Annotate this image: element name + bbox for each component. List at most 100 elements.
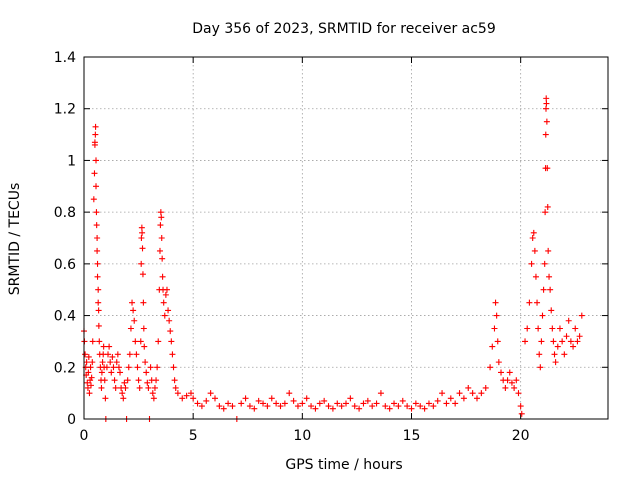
data-point [212,395,218,402]
data-point [162,291,169,298]
data-point [563,333,570,340]
data-point [308,403,315,410]
data-point [165,307,172,314]
data-point [154,364,161,371]
data-point [101,377,108,384]
data-point [98,369,105,376]
grid-lines [84,57,608,419]
data-point [157,222,164,229]
data-point [506,369,513,376]
data-point [96,338,103,345]
data-point [356,405,363,412]
data-point [91,141,98,148]
data-point [121,379,128,386]
data-point [89,338,96,345]
data-point [117,369,124,376]
data-point [88,374,95,381]
data-point [94,247,101,254]
data-point [551,351,558,358]
data-point [561,351,568,358]
y-tick-label: 1 [67,153,76,169]
y-axis-label: SRMTID / TECUs [7,183,23,296]
data-point [155,338,162,345]
chart-title: Day 356 of 2023, SRMTID for receiver ac5… [192,21,496,37]
data-point [85,369,92,376]
data-point [160,299,167,306]
data-point [316,400,323,407]
data-point [443,400,450,407]
data-point [321,397,328,404]
data-point [530,229,537,236]
data-point [417,403,424,410]
data-point [139,229,146,236]
data-point [95,307,102,314]
data-point [187,390,194,397]
data-point [513,377,520,384]
data-point [110,364,117,371]
data-point [494,338,501,345]
data-point [535,325,542,332]
data-point [158,214,165,221]
data-point [574,338,581,345]
data-point [546,273,553,280]
data-point [94,260,101,267]
data-point [93,222,100,229]
x-tick-label: 15 [403,428,421,444]
data-point [369,403,376,410]
data-point [238,400,245,407]
data-point [576,333,583,340]
data-point [143,369,150,376]
data-point [92,123,99,130]
data-point [434,397,441,404]
data-point [115,364,122,371]
data-point [172,384,179,391]
data-point [543,118,550,125]
data-point [122,384,129,391]
data-point [100,343,107,350]
data-point [447,395,454,402]
data-point [95,286,102,293]
data-point [129,299,136,306]
data-point [531,247,538,254]
data-point [508,379,515,386]
data-point [491,325,498,332]
data-point [145,384,152,391]
data-point [157,209,164,216]
data-point [395,403,402,410]
data-point [84,384,91,391]
data-points [81,95,585,422]
data-point [425,400,432,407]
data-point [138,260,145,267]
data-point [498,369,505,376]
data-point [260,400,267,407]
data-point [103,364,110,371]
data-point [382,403,389,410]
data-point [303,395,310,402]
data-point [504,377,511,384]
data-point [93,157,100,164]
data-point [386,405,393,412]
data-point [377,390,384,397]
data-point [171,377,178,384]
data-point [325,403,332,410]
data-point [538,338,545,345]
data-point [95,299,102,306]
data-point [273,400,280,407]
data-point [98,384,105,391]
data-point [86,390,93,397]
data-point [124,377,131,384]
data-point [179,395,186,402]
y-tick-label: 0.6 [54,257,76,273]
data-point [94,235,101,241]
data-point [277,403,284,410]
data-point [203,397,210,404]
data-point [246,403,253,410]
data-point [94,273,101,280]
data-point [559,338,566,345]
data-point [543,95,550,102]
data-point [495,359,502,366]
data-point [515,390,522,397]
data-point [91,170,98,177]
data-point [242,395,249,402]
